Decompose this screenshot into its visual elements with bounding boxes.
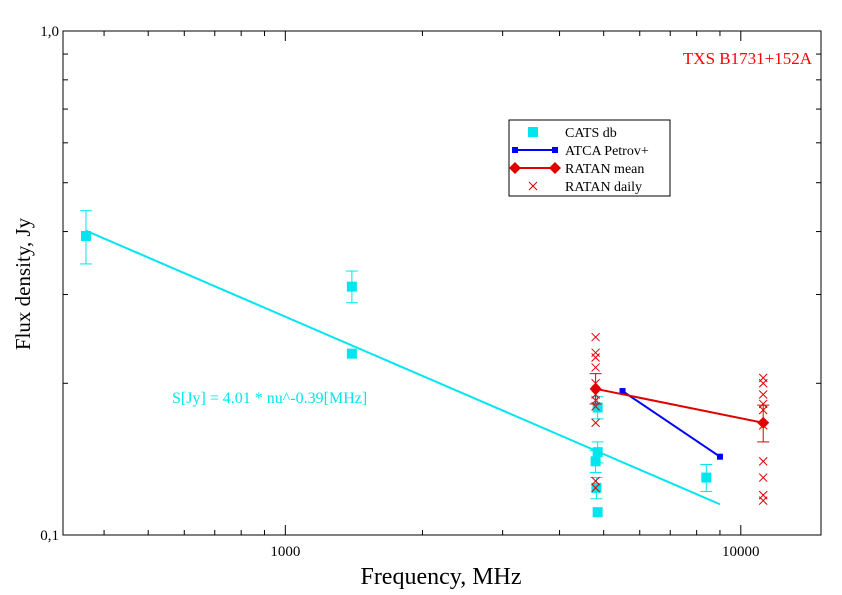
x-axis-label: Frequency, MHz <box>360 564 521 590</box>
plot-frame <box>62 30 822 536</box>
legend: CATS db ATCA Petrov+ RATAN mean RATAN daily <box>508 119 671 197</box>
x-tick-label: 1000 <box>270 544 300 560</box>
data-point-square <box>716 453 723 460</box>
data-point-cross <box>758 456 768 466</box>
legend-item: RATAN daily <box>528 180 642 195</box>
fit-equation-label: S[Jy] = 4.01 * nu^-0.39[MHz] <box>172 390 367 407</box>
data-point-cross <box>758 496 768 505</box>
y-axis-label: Flux density, Jy <box>11 217 35 350</box>
legend-item: CATS db <box>528 126 617 141</box>
data-point-diamond <box>509 162 521 174</box>
data-point-square <box>512 147 518 153</box>
data-point-diamond <box>549 162 561 174</box>
legend-item: RATAN mean <box>509 162 644 177</box>
data-point-square <box>592 447 603 458</box>
data-point-square <box>528 127 538 137</box>
data-point-cross <box>591 363 600 372</box>
series-cats-db <box>79 210 713 518</box>
series-group <box>79 210 770 518</box>
data-point-cross <box>758 473 768 482</box>
fit-line <box>85 229 721 506</box>
y-tick-label: 1,0 <box>40 24 59 40</box>
data-point-square <box>591 482 602 493</box>
data-point-square <box>346 281 357 292</box>
data-point-square <box>619 388 626 395</box>
series-line <box>621 390 721 458</box>
series-line <box>595 387 764 424</box>
data-point-cross <box>591 378 600 388</box>
data-point-square <box>592 507 603 518</box>
y-tick-label: 0,1 <box>40 528 59 544</box>
legend-label: CATS db <box>565 126 617 141</box>
legend-label: ATCA Petrov+ <box>565 144 649 159</box>
data-point-cross <box>758 378 768 388</box>
data-point-square <box>701 472 712 483</box>
legend-item: ATCA Petrov+ <box>512 144 649 159</box>
axes: 1000 10000 0,1 1,0 <box>40 24 822 560</box>
data-point-cross <box>758 421 768 430</box>
data-point-square <box>346 348 357 359</box>
data-point-cross <box>591 332 600 342</box>
data-point-square <box>552 147 558 153</box>
chart-title: TXS B1731+152A <box>683 49 813 68</box>
legend-label: RATAN daily <box>565 180 642 195</box>
data-point-cross <box>758 405 768 415</box>
data-point-diamond <box>589 382 602 395</box>
data-point-square <box>590 456 601 467</box>
fit-line-group <box>85 229 721 506</box>
data-point-cross <box>528 181 538 191</box>
data-point-square <box>80 230 91 241</box>
legend-label: RATAN mean <box>565 162 644 177</box>
data-point-cross <box>591 401 600 411</box>
data-point-diamond <box>757 416 770 429</box>
data-point-cross <box>591 348 600 358</box>
series-ratan-daily <box>591 332 768 505</box>
data-point-cross <box>591 476 600 486</box>
data-point-cross <box>591 483 600 493</box>
series-atca-petrov- <box>619 388 723 460</box>
data-point-cross <box>591 353 600 362</box>
x-tick-label: 10000 <box>722 544 760 560</box>
series-ratan-mean <box>589 373 770 443</box>
data-point-cross <box>758 399 768 409</box>
data-point-square <box>592 402 603 413</box>
data-point-cross <box>591 418 600 428</box>
data-point-cross <box>758 390 768 399</box>
